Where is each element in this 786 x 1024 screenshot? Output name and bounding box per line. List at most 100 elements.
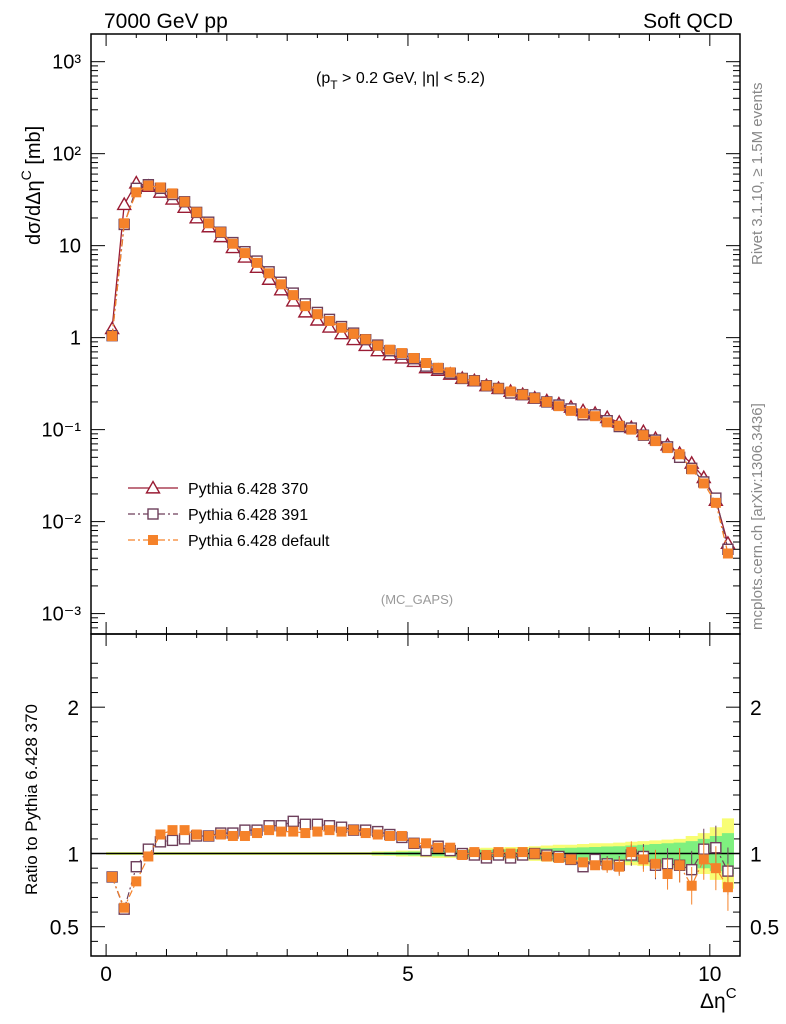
- ratio-data-point: [408, 838, 419, 849]
- data-point: [107, 331, 118, 342]
- ratio-data-point: [287, 815, 299, 828]
- ratio-data-point: [191, 829, 202, 840]
- ratio-data-point: [336, 826, 347, 837]
- data-point: [372, 340, 383, 351]
- ratio-data-point: [119, 902, 130, 913]
- data-point: [333, 325, 350, 340]
- data-point: [345, 331, 362, 346]
- data-point: [529, 393, 540, 404]
- data-point: [565, 405, 576, 416]
- data-point: [396, 348, 407, 359]
- ratio-data-point: [324, 825, 335, 836]
- data-point: [203, 218, 214, 229]
- ratio-data-point: [469, 847, 480, 858]
- cut-annotation: (pT > 0.2 GeV, |η| < 5.2): [316, 70, 485, 92]
- data-point: [179, 196, 190, 207]
- data-point: [348, 328, 359, 339]
- data-point: [167, 188, 178, 199]
- ratio-data-point: [722, 882, 733, 893]
- data-point: [590, 411, 601, 422]
- ratio-data-point: [626, 847, 637, 858]
- data-point: [433, 362, 444, 373]
- ratio-data-point: [529, 848, 540, 859]
- ratio-data-point: [565, 854, 576, 865]
- ratio-data-point: [107, 871, 118, 882]
- ratio-data-point: [360, 828, 371, 839]
- data-point: [662, 443, 673, 454]
- ratio-data-point: [299, 818, 312, 830]
- data-point: [191, 207, 202, 218]
- data-point: [131, 187, 142, 198]
- analysis-label: (MC_GAPS): [381, 592, 453, 607]
- ratio-data-point: [686, 880, 697, 891]
- ratio-data-point: [674, 860, 685, 871]
- data-point: [239, 248, 250, 259]
- ratio-data-point: [179, 825, 190, 836]
- data-point: [336, 322, 347, 333]
- ratio-frame: [90, 633, 741, 957]
- data-point: [312, 309, 323, 320]
- ratio-data-point: [481, 850, 492, 861]
- y-tick-label: 10⁻³: [42, 604, 82, 626]
- y-tick-label: 10⁻²: [42, 512, 82, 534]
- ratio-data-point: [433, 842, 444, 853]
- data-point: [698, 478, 709, 489]
- ratio-data-point: [227, 830, 238, 841]
- ratio-y-tick-label-right: 2: [750, 697, 762, 720]
- ratio-data-point: [264, 825, 275, 836]
- data-point: [469, 375, 480, 386]
- legend-marker: [148, 535, 158, 545]
- data-point: [300, 301, 311, 312]
- data-point: [517, 389, 528, 400]
- y-tick-label: 10: [59, 236, 81, 258]
- ratio-data-point: [288, 826, 299, 837]
- data-point: [457, 373, 468, 384]
- data-point: [541, 396, 552, 407]
- data-point: [116, 196, 132, 211]
- ratio-data-point: [312, 826, 323, 837]
- data-point: [445, 367, 456, 378]
- x-tick-label: 5: [402, 963, 414, 986]
- ratio-y-tick-label: 1: [67, 844, 79, 867]
- header-left-label: 7000 GeV pp: [104, 10, 228, 33]
- data-point: [321, 319, 338, 333]
- data-point: [650, 436, 661, 447]
- data-point: [421, 358, 432, 369]
- legend: Pythia 6.428 370 Pythia 6.428 391 Pythia 6…: [128, 480, 330, 550]
- data-point: [288, 290, 299, 301]
- mcplots-reference-label: mcplots.cern.ch [arXiv:1306.3436]: [749, 403, 766, 630]
- legend-label: Pythia 6.428 370: [188, 481, 308, 498]
- data-point: [578, 408, 589, 419]
- ratio-data-point: [178, 833, 191, 845]
- legend-label: Pythia 6.428 default: [188, 533, 330, 550]
- legend-label: Pythia 6.428 391: [188, 507, 308, 524]
- ratio-y-tick-label-right: 0.5: [750, 917, 779, 940]
- data-point: [493, 383, 504, 394]
- x-tick-label: 10: [698, 963, 721, 986]
- data-point: [119, 218, 130, 229]
- main-y-axis-title: dσ/dΔηC [mb]: [18, 126, 45, 245]
- data-point: [324, 315, 335, 326]
- ratio-data-point: [517, 847, 528, 858]
- data-point: [143, 180, 154, 191]
- ratio-series-line: [111, 829, 729, 910]
- y-tick-label: 1: [70, 328, 81, 350]
- data-point: [261, 271, 277, 285]
- x-tick-label: 0: [100, 963, 112, 986]
- ratio-data-point: [553, 852, 564, 863]
- ratio-data-point: [614, 861, 625, 872]
- data-point: [309, 312, 326, 326]
- data-point: [155, 182, 166, 193]
- xlabel-sup: C: [726, 985, 737, 1002]
- ratio-data-point: [650, 858, 661, 869]
- ratio-data-point: [215, 829, 226, 840]
- data-point: [408, 353, 419, 364]
- ratio-data-point: [421, 838, 432, 849]
- data-point: [252, 257, 263, 268]
- y-tick-label: 10²: [52, 144, 81, 166]
- ratio-data-point: [445, 842, 456, 853]
- data-point: [285, 293, 301, 307]
- xlabel-main: Δη: [700, 990, 726, 1013]
- ratio-data-point: [578, 857, 589, 868]
- main-y-axis-label: dσ/dΔηC [mb]: [18, 126, 45, 245]
